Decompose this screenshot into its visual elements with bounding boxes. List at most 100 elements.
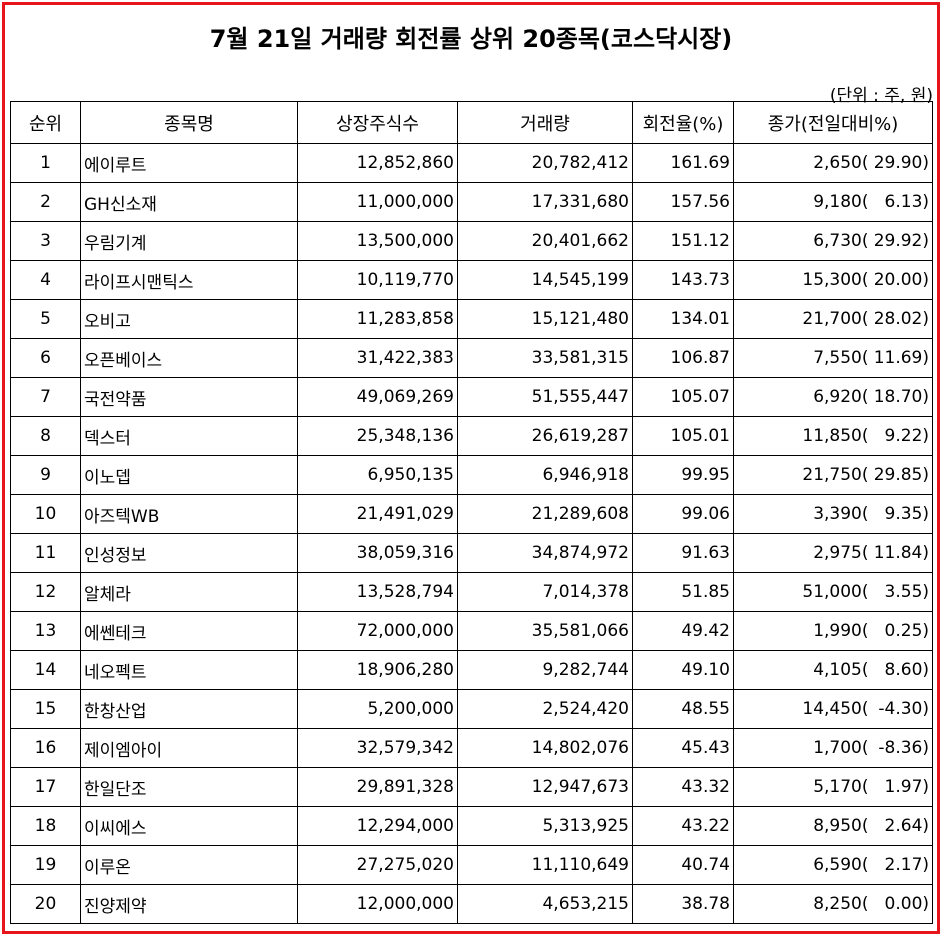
table-cell: 32,579,342 bbox=[297, 728, 458, 768]
table-cell: 49.42 bbox=[632, 611, 734, 651]
table-cell: 43.32 bbox=[632, 767, 734, 807]
table-cell: 48.55 bbox=[632, 689, 734, 729]
table-cell: 12,947,673 bbox=[457, 767, 633, 807]
column-header: 상장주식수 bbox=[297, 101, 458, 144]
table-cell: 11,110,649 bbox=[457, 845, 633, 885]
table-cell: 51.85 bbox=[632, 572, 734, 612]
table-cell: 18 bbox=[10, 806, 81, 846]
table-cell: 49,069,269 bbox=[297, 377, 458, 417]
title: 7월 21일 거래량 회전률 상위 20종목(코스닥시장) bbox=[209, 25, 733, 53]
table-cell: 105.01 bbox=[632, 416, 734, 456]
table-row: 14 네오펙트 18,906,280 9,282,744 49.10 4,105(8.60… bbox=[10, 650, 934, 690]
table-row: 9 이노뎁 6,950,135 6,946,918 99.95 21,750(29.85) bbox=[10, 455, 934, 495]
table-cell: 11.84) bbox=[868, 533, 934, 573]
table-cell: 34,874,972 bbox=[457, 533, 633, 573]
table-cell: 5,170( bbox=[733, 767, 869, 807]
table-cell: 에이루트 bbox=[80, 143, 298, 183]
table-cell: 28.02) bbox=[868, 299, 934, 339]
table-cell: 0.00) bbox=[868, 884, 934, 924]
table-cell: 21,289,608 bbox=[457, 494, 633, 534]
table-cell: 네오펙트 bbox=[80, 650, 298, 690]
table-cell: 29.85) bbox=[868, 455, 934, 495]
table-cell: 31,422,383 bbox=[297, 338, 458, 378]
table-cell: 106.87 bbox=[632, 338, 734, 378]
table-cell: 한일단조 bbox=[80, 767, 298, 807]
table-cell: 4,653,215 bbox=[457, 884, 633, 924]
table-cell: 25,348,136 bbox=[297, 416, 458, 456]
table-cell: 2.64) bbox=[868, 806, 934, 846]
table-cell: 아즈텍WB bbox=[80, 494, 298, 534]
table-cell: 29.92) bbox=[868, 221, 934, 261]
table-row: 16 제이엠아이 32,579,342 14,802,076 45.43 1,700(-8… bbox=[10, 728, 934, 768]
table-cell: 13,528,794 bbox=[297, 572, 458, 612]
column-header: 종목명 bbox=[80, 101, 298, 144]
table-cell: 19 bbox=[10, 845, 81, 885]
table-cell: 151.12 bbox=[632, 221, 734, 261]
table-cell: 7,014,378 bbox=[457, 572, 633, 612]
table-row: 4 라이프시맨틱스 10,119,770 14,545,199 143.73 15,300… bbox=[10, 260, 934, 300]
table-cell: 6,920( bbox=[733, 377, 869, 417]
table-cell: 16 bbox=[10, 728, 81, 768]
table-cell: 20.00) bbox=[868, 260, 934, 300]
table-cell: 99.06 bbox=[632, 494, 734, 534]
table-cell: 우림기계 bbox=[80, 221, 298, 261]
table-row: 20 진양제약 12,000,000 4,653,215 38.78 8,250(0.00… bbox=[10, 884, 934, 924]
table-cell: 10,119,770 bbox=[297, 260, 458, 300]
table-cell: 9.22) bbox=[868, 416, 934, 456]
table-cell: 1,700( bbox=[733, 728, 869, 768]
table-cell: 인성정보 bbox=[80, 533, 298, 573]
table-cell: 14,450( bbox=[733, 689, 869, 729]
table-row: 13 에쎈테크 72,000,000 35,581,066 49.42 1,990(0.2… bbox=[10, 611, 934, 651]
table-cell: 18,906,280 bbox=[297, 650, 458, 690]
table-cell: 10 bbox=[10, 494, 81, 534]
table-cell: 9,180( bbox=[733, 182, 869, 222]
table-cell: 5,313,925 bbox=[457, 806, 633, 846]
table-cell: 7,550( bbox=[733, 338, 869, 378]
table-cell: GH신소재 bbox=[80, 182, 298, 222]
table-cell: 12,000,000 bbox=[297, 884, 458, 924]
table-cell: 51,555,447 bbox=[457, 377, 633, 417]
table-cell: 3 bbox=[10, 221, 81, 261]
table-cell: 알체라 bbox=[80, 572, 298, 612]
table-row: 5 오비고 11,283,858 15,121,480 134.01 21,700(28.… bbox=[10, 299, 934, 339]
table-cell: 4,105( bbox=[733, 650, 869, 690]
table-cell: 11,283,858 bbox=[297, 299, 458, 339]
table-cell: 38,059,316 bbox=[297, 533, 458, 573]
table-cell: 29,891,328 bbox=[297, 767, 458, 807]
table-cell: 51,000( bbox=[733, 572, 869, 612]
table-cell: 에쎈테크 bbox=[80, 611, 298, 651]
table-cell: 6,950,135 bbox=[297, 455, 458, 495]
table-cell: 11,850( bbox=[733, 416, 869, 456]
table-row: 3 우림기계 13,500,000 20,401,662 151.12 6,730(29.… bbox=[10, 221, 934, 261]
table-cell: 진양제약 bbox=[80, 884, 298, 924]
table-cell: 2,975( bbox=[733, 533, 869, 573]
table-cell: 26,619,287 bbox=[457, 416, 633, 456]
table-cell: 13,500,000 bbox=[297, 221, 458, 261]
table-cell: 157.56 bbox=[632, 182, 734, 222]
table-cell: 134.01 bbox=[632, 299, 734, 339]
column-header: 종가(전일대비%) bbox=[732, 101, 934, 144]
table-cell: 49.10 bbox=[632, 650, 734, 690]
table-row: 15 한창산업 5,200,000 2,524,420 48.55 14,450(-4.3… bbox=[10, 689, 934, 729]
table-cell: 15,121,480 bbox=[457, 299, 633, 339]
table-cell: 제이엠아이 bbox=[80, 728, 298, 768]
table-cell: 161.69 bbox=[632, 143, 734, 183]
table-cell: 35,581,066 bbox=[457, 611, 633, 651]
table-row: 1 에이루트 12,852,860 20,782,412 161.69 2,650(29.… bbox=[10, 143, 934, 183]
table-cell: 20 bbox=[10, 884, 81, 924]
table-cell: 3.55) bbox=[868, 572, 934, 612]
table-cell: 2,650( bbox=[733, 143, 869, 183]
column-header: 순위 bbox=[10, 101, 81, 144]
table-cell: 5 bbox=[10, 299, 81, 339]
table-cell: 5,200,000 bbox=[297, 689, 458, 729]
table-cell: 21,700( bbox=[733, 299, 869, 339]
table-cell: 2,524,420 bbox=[457, 689, 633, 729]
table-cell: 12,852,860 bbox=[297, 143, 458, 183]
table-row: 19 이루온 27,275,020 11,110,649 40.74 6,590(2.17… bbox=[10, 845, 934, 885]
table-cell: -8.36) bbox=[868, 728, 934, 768]
table-cell: 27,275,020 bbox=[297, 845, 458, 885]
table-cell: 45.43 bbox=[632, 728, 734, 768]
table-cell: 21,750( bbox=[733, 455, 869, 495]
table-cell: 15 bbox=[10, 689, 81, 729]
